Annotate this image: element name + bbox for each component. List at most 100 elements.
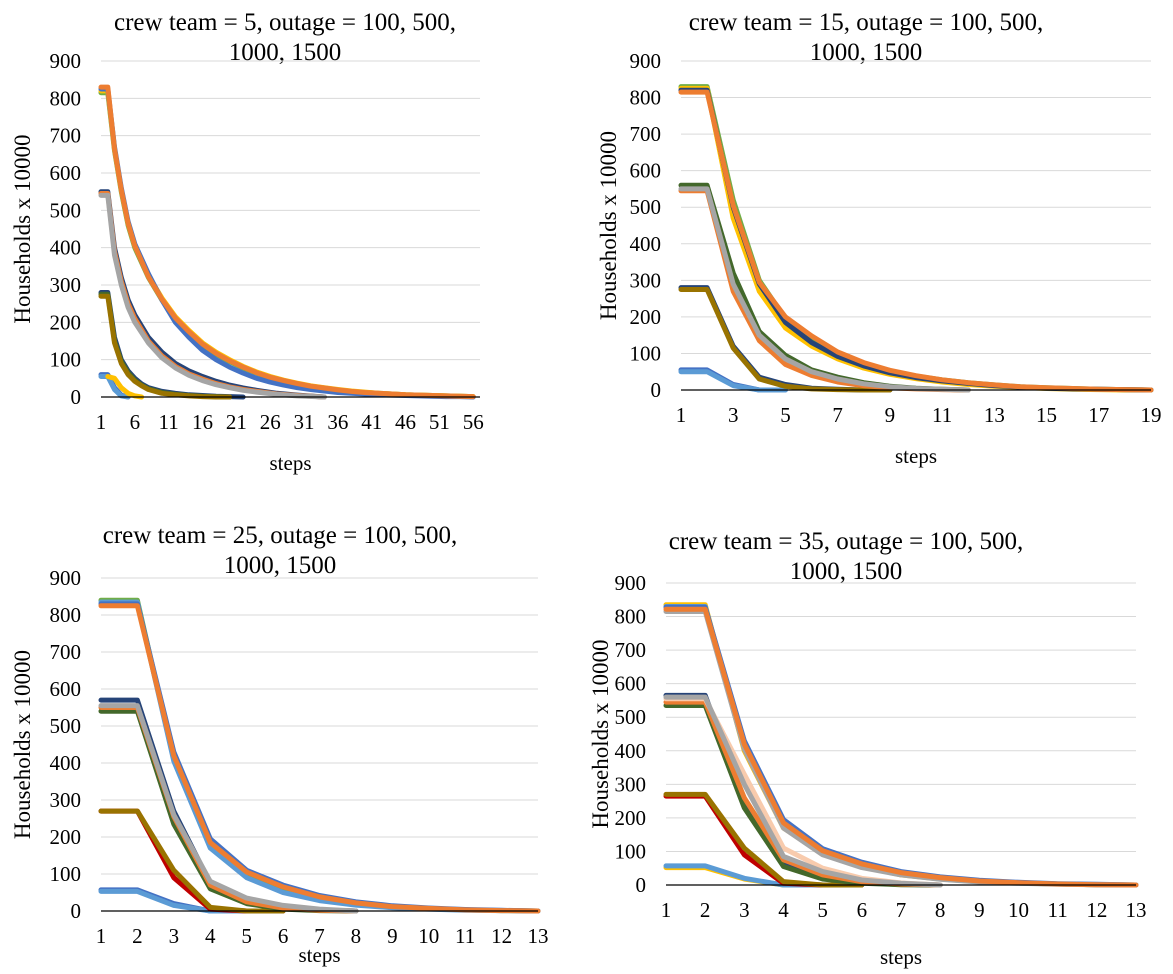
x-tick-label: 19 xyxy=(1141,403,1162,427)
x-tick-label: 41 xyxy=(361,410,382,434)
x-tick-label: 17 xyxy=(1088,403,1109,427)
y-tick-label: 900 xyxy=(615,571,647,595)
y-tick-label: 200 xyxy=(630,305,662,329)
series-line-9 xyxy=(98,192,327,400)
y-tick-label: 700 xyxy=(630,122,662,146)
series-line-7 xyxy=(98,705,359,914)
series-line-11 xyxy=(678,89,1154,393)
series-line-14 xyxy=(663,606,1139,888)
y-tick-label: 600 xyxy=(615,672,647,696)
x-tick-label: 11 xyxy=(159,410,179,434)
y-tick-label: 300 xyxy=(50,273,82,297)
x-tick-label: 5 xyxy=(817,898,828,922)
y-tick-label: 800 xyxy=(630,86,662,110)
y-tick-label: 800 xyxy=(50,603,82,627)
chart-title: crew team = 35, outage = 100, 500, 1000,… xyxy=(591,527,1101,587)
x-tick-label: 13 xyxy=(984,403,1005,427)
chart-title: crew team = 5, outage = 100, 500, 1000, … xyxy=(30,8,540,68)
chart-title-line2: 1000, 1500 xyxy=(789,558,903,585)
x-tick-label: 9 xyxy=(387,924,398,948)
x-tick-label: 1 xyxy=(676,403,687,427)
x-tick-label: 11 xyxy=(932,403,952,427)
y-tick-label: 800 xyxy=(50,86,82,110)
y-tick-label: 500 xyxy=(50,714,82,738)
x-tick-label: 8 xyxy=(935,898,946,922)
y-tick-label: 100 xyxy=(50,348,82,372)
x-tick-label: 12 xyxy=(1086,898,1107,922)
x-tick-label: 10 xyxy=(418,924,439,948)
x-tick-label: 9 xyxy=(974,898,985,922)
chart-panel-3: crew team = 25, outage = 100, 500, 1000,… xyxy=(0,487,586,974)
y-tick-label: 100 xyxy=(630,341,662,365)
y-tick-label: 600 xyxy=(630,159,662,183)
x-tick-label: 1 xyxy=(96,410,107,434)
x-tick-label: 56 xyxy=(463,410,484,434)
x-tick-label: 4 xyxy=(778,898,789,922)
x-tick-label: 11 xyxy=(1048,898,1068,922)
x-tick-label: 51 xyxy=(429,410,450,434)
y-tick-label: 0 xyxy=(71,899,82,923)
x-tick-label: 11 xyxy=(455,924,475,948)
x-tick-label: 7 xyxy=(896,898,907,922)
series-line-12 xyxy=(98,603,541,914)
x-tick-label: 26 xyxy=(260,410,281,434)
y-tick-label: 600 xyxy=(50,677,82,701)
x-axis-label: steps xyxy=(895,444,937,468)
x-tick-label: 13 xyxy=(1126,898,1147,922)
chart-title-line2: 1000, 1500 xyxy=(223,552,337,579)
y-tick-label: 800 xyxy=(615,605,647,629)
x-tick-label: 6 xyxy=(857,898,868,922)
y-tick-label: 400 xyxy=(50,751,82,775)
x-tick-label: 1 xyxy=(96,924,107,948)
chart-title-line1: crew team = 15, outage = 100, 500, xyxy=(688,9,1044,36)
series-line-7 xyxy=(98,189,327,400)
x-tick-label: 7 xyxy=(314,924,325,948)
series-line-8 xyxy=(678,84,1154,393)
chart-panel-2: crew team = 15, outage = 100, 500, 1000,… xyxy=(586,0,1173,487)
y-tick-label: 500 xyxy=(615,705,647,729)
series-line-8 xyxy=(98,191,327,400)
x-tick-label: 5 xyxy=(241,924,252,948)
y-tick-label: 700 xyxy=(615,638,647,662)
series-line-3 xyxy=(105,374,145,400)
y-axis-label: Households x 10000 xyxy=(10,134,35,323)
x-tick-label: 1 xyxy=(661,898,672,922)
series-line-5 xyxy=(678,182,971,393)
x-tick-label: 5 xyxy=(780,403,791,427)
y-tick-label: 600 xyxy=(50,161,82,185)
x-tick-label: 12 xyxy=(491,924,512,948)
series-line-5 xyxy=(98,697,359,914)
y-tick-label: 100 xyxy=(615,839,647,863)
x-tick-label: 8 xyxy=(351,924,362,948)
y-axis-label: Households x 10000 xyxy=(596,131,621,320)
chart-panel-1: crew team = 5, outage = 100, 500, 1000, … xyxy=(0,0,586,487)
chart-panel-4: crew team = 35, outage = 100, 500, 1000,… xyxy=(586,487,1173,974)
y-tick-label: 300 xyxy=(630,268,662,292)
y-tick-label: 0 xyxy=(636,873,647,897)
x-axis-label: steps xyxy=(880,945,922,969)
chart-title: crew team = 15, outage = 100, 500, 1000,… xyxy=(611,8,1121,68)
x-tick-label: 2 xyxy=(132,924,143,948)
x-tick-label: 36 xyxy=(327,410,348,434)
y-tick-label: 700 xyxy=(50,640,82,664)
y-tick-label: 700 xyxy=(50,124,82,148)
x-tick-label: 13 xyxy=(528,924,549,948)
y-tick-label: 900 xyxy=(50,49,82,73)
x-axis-label: steps xyxy=(299,943,341,967)
y-axis-label: Households x 10000 xyxy=(10,650,35,839)
series-line-7 xyxy=(678,186,971,393)
chart-title: crew team = 25, outage = 100, 500, 1000,… xyxy=(25,521,535,581)
y-axis-label: Households x 10000 xyxy=(588,639,613,828)
y-tick-label: 0 xyxy=(651,378,662,402)
y-tick-label: 200 xyxy=(50,825,82,849)
y-tick-label: 500 xyxy=(630,195,662,219)
y-tick-label: 400 xyxy=(615,739,647,763)
y-tick-label: 400 xyxy=(50,236,82,260)
x-tick-label: 15 xyxy=(1036,403,1057,427)
x-tick-label: 10 xyxy=(1008,898,1029,922)
chart-title-line1: crew team = 5, outage = 100, 500, xyxy=(114,9,456,36)
x-tick-label: 21 xyxy=(226,410,247,434)
